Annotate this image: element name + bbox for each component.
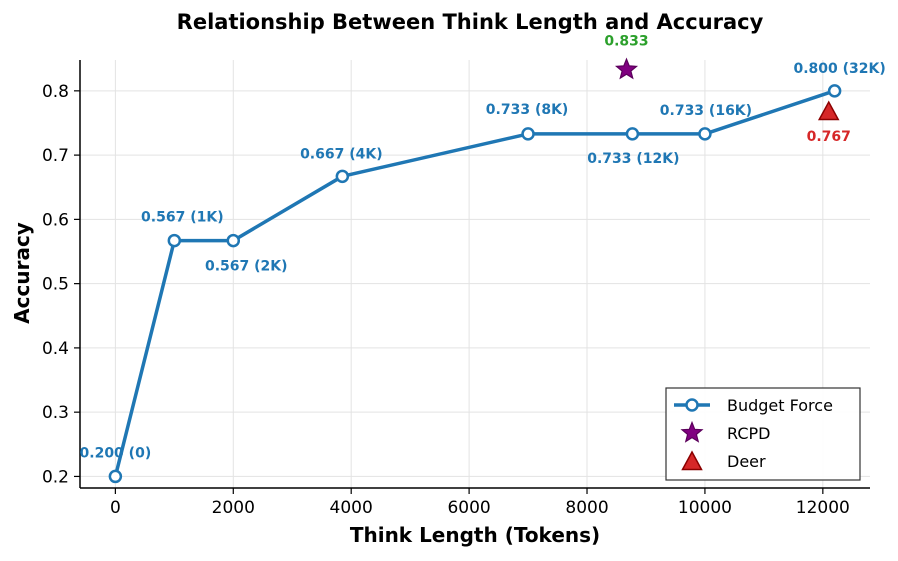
budget-force-data-label: 0.733 (12K) — [587, 151, 679, 167]
budget-force-point — [167, 233, 182, 248]
budget-force-data-label: 0.200 (0) — [80, 445, 152, 461]
budget-force-data-label: 0.733 (16K) — [660, 103, 752, 119]
budget-force-point — [335, 169, 350, 184]
axes — [79, 60, 870, 489]
legend-label: Deer — [727, 452, 766, 471]
budget-force-data-label: 0.567 (1K) — [141, 210, 224, 226]
chart-title: Relationship Between Think Length and Ac… — [177, 10, 764, 34]
budget-force-point — [226, 233, 241, 248]
budget-force-data-label: 0.733 (8K) — [486, 102, 569, 118]
y-tick-label: 0.5 — [42, 275, 69, 295]
budget-force-line — [113, 89, 836, 477]
budget-force-point — [698, 127, 712, 141]
deer-data-label: 0.767 — [807, 129, 851, 145]
budget-force-point — [521, 127, 535, 141]
legend-label: RCPD — [727, 424, 770, 443]
legend-label: Budget Force — [727, 396, 833, 415]
deer-point — [817, 100, 840, 121]
x-tick-label: 4000 — [330, 498, 373, 518]
series-layer — [108, 57, 842, 484]
budget-force-point — [108, 469, 123, 484]
y-ticks: 0.2 0.3 0.4 0.5 0.6 0.7 0.8 — [42, 82, 80, 487]
budget-force-data-label: 0.800 (32K) — [793, 61, 885, 77]
x-tick-label: 0 — [110, 498, 121, 518]
x-axis-label: Think Length (Tokens) — [350, 523, 600, 547]
x-tick-label: 8000 — [565, 498, 608, 518]
budget-force-point — [625, 127, 640, 141]
budget-force-data-label: 0.667 (4K) — [300, 146, 383, 162]
data-labels: 0.200 (0) 0.567 (1K) 0.567 (2K) 0.667 (4K) 0… — [80, 34, 886, 462]
rcpd-data-label: 0.833 — [604, 34, 648, 50]
legend-triangle-icon — [681, 450, 703, 471]
x-tick-label: 2000 — [212, 498, 255, 518]
y-tick-label: 0.4 — [42, 339, 69, 359]
x-tick-label: 12000 — [796, 498, 850, 518]
legend-star-icon — [680, 420, 704, 443]
y-tick-label: 0.8 — [42, 82, 69, 102]
y-tick-label: 0.6 — [42, 210, 69, 230]
y-axis-label: Accuracy — [10, 222, 34, 324]
x-tick-label: 10000 — [678, 498, 732, 518]
y-tick-label: 0.7 — [42, 146, 69, 166]
budget-force-point — [827, 84, 842, 98]
rcpd-point — [614, 57, 639, 80]
x-ticks: 0 2000 4000 6000 8000 10000 12000 — [110, 488, 850, 518]
legend: Budget Force RCPD Deer — [665, 387, 861, 481]
legend-circle-icon — [685, 398, 699, 412]
y-tick-label: 0.3 — [42, 403, 69, 423]
y-tick-label: 0.2 — [42, 467, 69, 487]
budget-force-data-label: 0.567 (2K) — [205, 259, 288, 275]
x-tick-label: 6000 — [447, 498, 490, 518]
